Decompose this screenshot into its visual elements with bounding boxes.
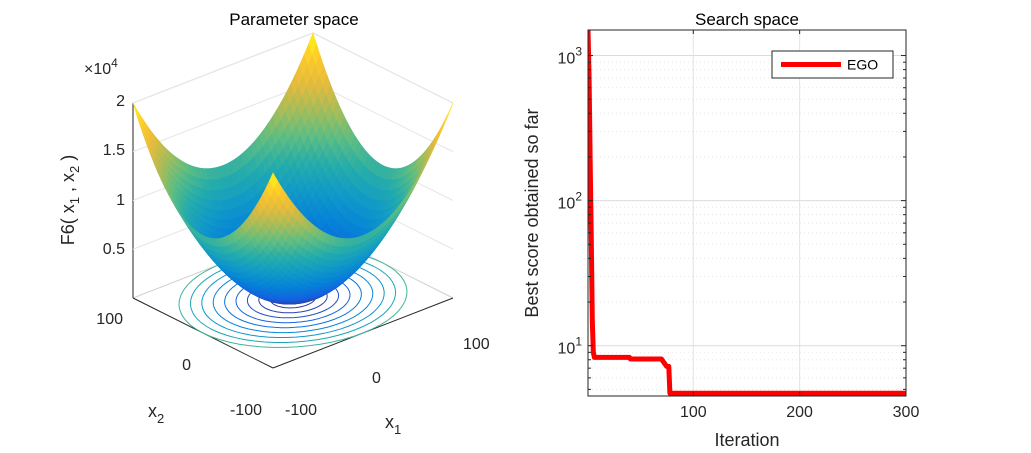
plot-area — [588, 30, 906, 396]
z-tick-label: 1.5 — [103, 142, 125, 159]
surface-patch — [269, 172, 278, 190]
series-line-ego — [588, 30, 906, 396]
x1-tick-label: 100 — [463, 336, 490, 353]
x1-tick-label: -100 — [285, 402, 317, 419]
z-tick-label: 0.5 — [103, 241, 125, 258]
y-axis-label: Best score obtained so far — [522, 108, 542, 317]
y-tick-label: 102 — [558, 190, 583, 213]
plot-frame — [587, 29, 907, 397]
x-tick-label: 200 — [786, 404, 813, 421]
gridline — [312, 32, 454, 104]
y-tick-label: 103 — [558, 45, 583, 68]
x2-axis-label: x2 — [148, 401, 164, 426]
y-axis-tick-labels: 103 102 101 — [558, 45, 583, 358]
parameter-space-plot: Parameter space ×104 2 1.5 1 0.5 F6( x1 … — [58, 10, 490, 437]
z-axis-label: F6( x1 , x2 ) — [58, 155, 82, 246]
x2-tick-label: 100 — [96, 311, 123, 328]
search-space-plot: Search space 103 102 101 100 200 300 Ite… — [522, 10, 919, 450]
x2-axis-ticks: 100 0 -100 — [96, 311, 262, 419]
x-tick-label: 300 — [893, 404, 920, 421]
x1-axis-ticks: -100 0 100 — [285, 336, 490, 419]
gridline — [132, 81, 314, 153]
axis-ticks — [588, 30, 907, 396]
right-title: Search space — [695, 10, 799, 29]
z-multiplier: ×104 — [84, 56, 118, 78]
y-tick-label: 101 — [558, 335, 583, 358]
x-axis-label: Iteration — [714, 430, 779, 450]
x2-tick-label: -100 — [230, 402, 262, 419]
x2-tick-label: 0 — [182, 357, 191, 374]
surface-mesh — [132, 32, 454, 305]
z-axis-ticks: 2 1.5 1 0.5 — [103, 93, 125, 258]
x-tick-label: 100 — [680, 404, 707, 421]
legend: EGO — [771, 50, 894, 79]
x-axis-tick-labels: 100 200 300 — [680, 404, 919, 421]
x1-axis-label: x1 — [385, 412, 401, 437]
gridline — [312, 81, 454, 153]
gridline — [132, 32, 314, 104]
legend-label-ego: EGO — [847, 57, 878, 73]
surface-patch — [132, 102, 142, 123]
x1-tick-label: 0 — [372, 370, 381, 387]
left-title: Parameter space — [229, 10, 358, 29]
z-tick-label: 1 — [116, 192, 125, 209]
z-tick-label: 2 — [116, 93, 125, 110]
